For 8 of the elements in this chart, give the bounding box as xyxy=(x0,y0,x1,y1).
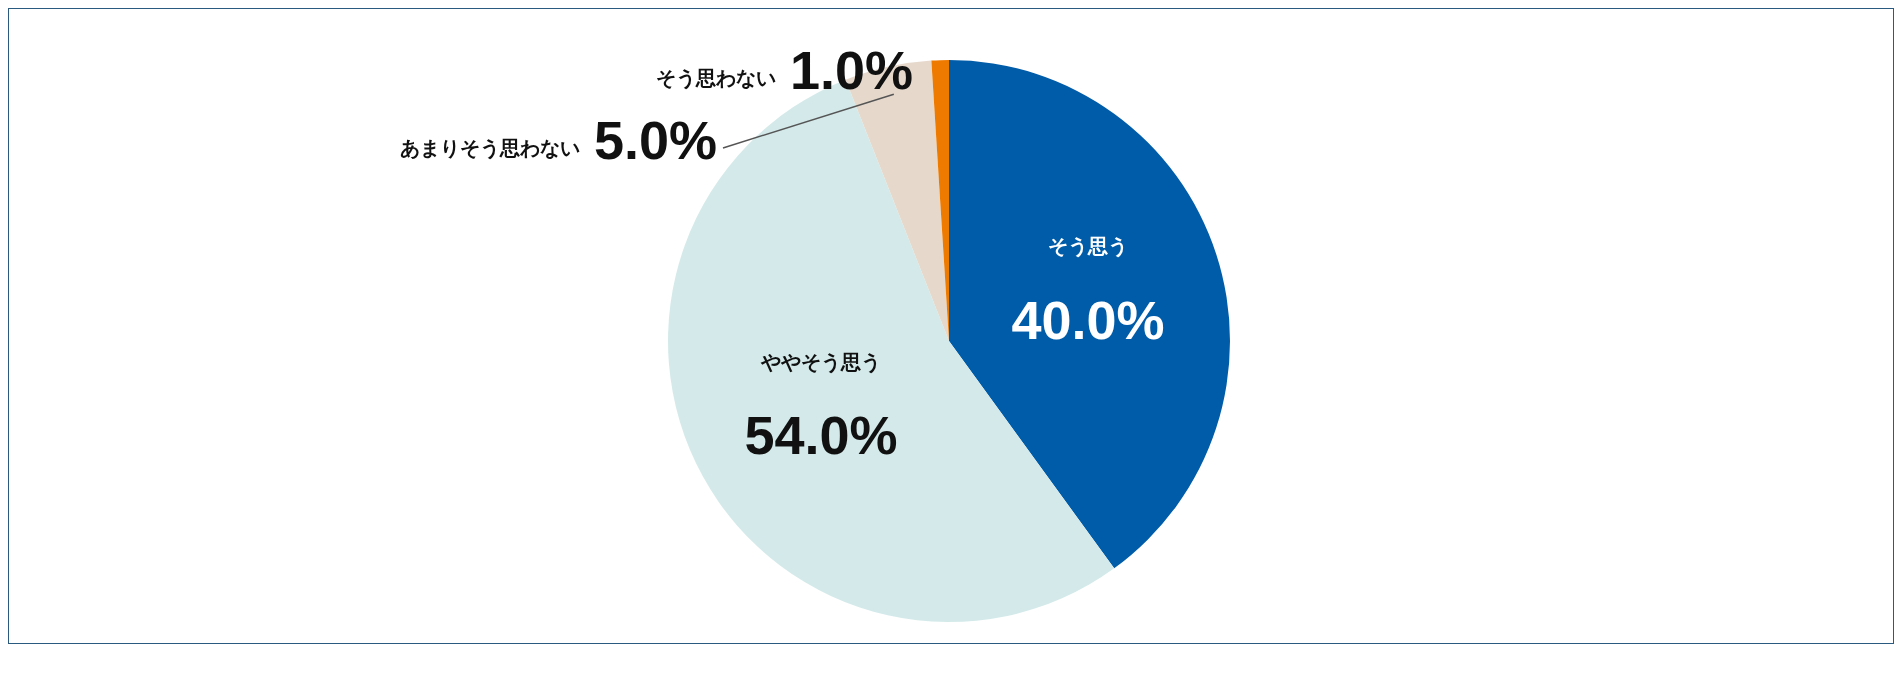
slice-label: あまりそう思わない xyxy=(399,136,580,161)
slice-label: そう思う xyxy=(1047,234,1128,259)
data-label: 5.0% xyxy=(593,109,717,170)
slice-label: ややそう思う xyxy=(759,349,881,374)
slice-label: そう思わない xyxy=(655,66,776,91)
data-label: 40.0% xyxy=(1011,289,1165,350)
data-label: 1.0% xyxy=(789,39,913,100)
data-label: 54.0% xyxy=(744,405,898,466)
